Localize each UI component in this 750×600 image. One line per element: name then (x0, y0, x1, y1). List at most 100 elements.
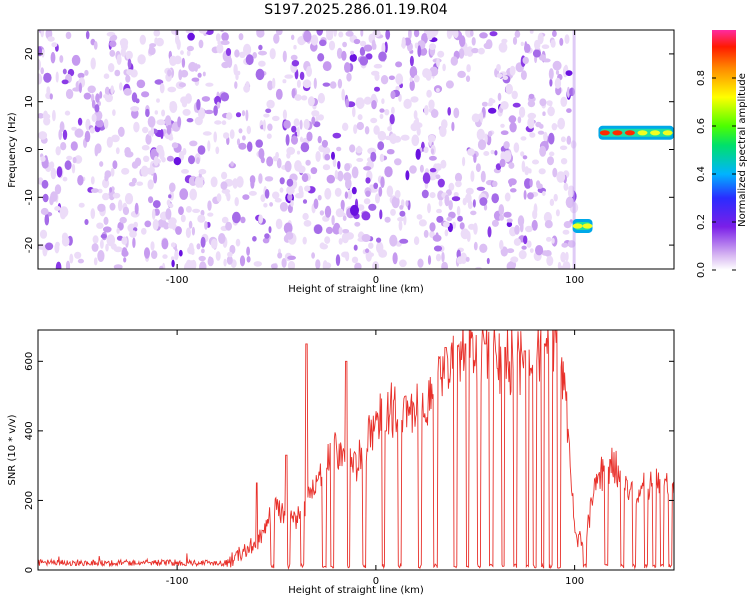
noise-blob (284, 74, 294, 79)
noise-blob (499, 239, 504, 250)
noise-blob (453, 192, 459, 197)
noise-blob (341, 232, 349, 244)
noise-blob (351, 256, 359, 264)
noise-blob (514, 224, 520, 235)
noise-blob (186, 50, 191, 57)
noise-blob (360, 30, 364, 37)
noise-blob (161, 109, 166, 117)
noise-blob (201, 248, 205, 254)
noise-blob (109, 202, 116, 211)
noise-blob (119, 216, 127, 224)
noise-blob (503, 150, 512, 163)
noise-blob (302, 212, 309, 221)
noise-blob (480, 170, 486, 183)
noise-blob (43, 72, 52, 83)
noise-blob (234, 81, 238, 89)
noise-blob (71, 163, 76, 174)
noise-blob (199, 114, 205, 120)
noise-blob (287, 260, 296, 269)
noise-blob (356, 121, 364, 131)
noise-blob (152, 219, 159, 231)
noise-blob (487, 226, 492, 238)
noise-blob (115, 147, 120, 155)
noise-blob (93, 257, 98, 266)
noise-blob (150, 241, 155, 251)
noise-blob (54, 184, 62, 195)
noise-blob (441, 261, 448, 269)
noise-blob (519, 106, 526, 118)
noise-blob (84, 219, 89, 225)
noise-blob (425, 69, 432, 81)
noise-blob (376, 237, 382, 243)
noise-blob (283, 120, 291, 129)
noise-blob (341, 50, 347, 61)
noise-blob (291, 135, 298, 145)
noise-blob (509, 122, 517, 133)
noise-blob (185, 30, 195, 34)
noise-blob (282, 109, 287, 120)
noise-blob (517, 116, 522, 124)
noise-blob (415, 148, 421, 160)
noise-blob (503, 141, 510, 149)
noise-blob (409, 76, 413, 82)
noise-blob (141, 144, 150, 151)
noise-blob (113, 264, 123, 269)
noise-blob (311, 116, 316, 125)
y-tick-label: -20 (24, 237, 35, 253)
noise-blob (199, 261, 207, 269)
noise-blob (390, 208, 396, 216)
noise-blob (248, 190, 257, 196)
noise-blob (132, 237, 136, 249)
noise-blob (258, 60, 266, 67)
noise-blob (534, 39, 541, 50)
noise-blob (302, 79, 312, 89)
noise-blob (100, 239, 104, 249)
noise-blob (182, 108, 191, 116)
noise-blob (491, 193, 500, 204)
noise-blob (69, 253, 74, 264)
noise-blob (379, 153, 385, 163)
noise-blob (159, 148, 165, 160)
noise-blob (479, 243, 488, 253)
noise-blob (494, 150, 498, 156)
noise-blob (108, 63, 115, 73)
noise-blob (351, 166, 359, 179)
noise-blob (523, 235, 528, 245)
noise-blob (470, 30, 474, 37)
noise-blob (514, 30, 521, 38)
noise-blob (227, 251, 233, 258)
noise-blob (125, 50, 133, 60)
noise-blob (112, 160, 118, 170)
noise-blob (202, 131, 212, 136)
noise-blob (286, 152, 291, 159)
noise-blob (145, 108, 150, 118)
noise-blob (386, 185, 394, 198)
noise-blob (123, 88, 132, 96)
noise-blob (539, 98, 547, 107)
noise-blob (409, 165, 417, 174)
noise-blob (287, 193, 293, 202)
noise-blob (117, 128, 123, 135)
noise-blob (394, 190, 401, 199)
noise-blob (457, 70, 466, 78)
noise-blob (94, 144, 99, 157)
noise-blob (438, 199, 443, 207)
noise-blob (408, 30, 412, 40)
noise-blob (521, 245, 527, 250)
noise-blob (481, 101, 488, 107)
noise-blob (191, 77, 200, 82)
noise-blob (180, 69, 189, 78)
noise-blob (319, 39, 327, 47)
noise-blob (506, 218, 513, 223)
noise-blob (194, 176, 203, 188)
noise-blob (562, 229, 570, 235)
noise-blob (454, 172, 463, 183)
noise-blob (499, 158, 506, 168)
noise-blob (77, 175, 84, 186)
noise-blob (291, 60, 300, 67)
noise-blob (556, 171, 566, 183)
noise-blob (551, 123, 558, 131)
noise-blob (232, 211, 241, 224)
noise-blob (40, 67, 44, 75)
noise-blob (220, 40, 230, 46)
